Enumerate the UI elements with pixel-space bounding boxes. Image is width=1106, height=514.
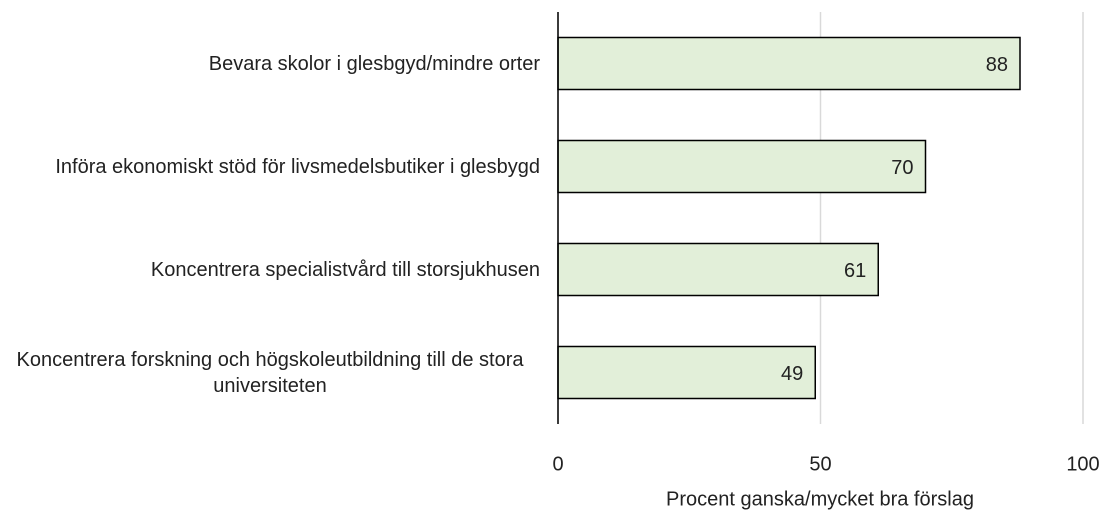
value-label: 61: [844, 260, 866, 282]
x-axis-title: Procent ganska/mycket bra förslag: [666, 488, 974, 510]
bar: [557, 139, 927, 194]
y-tick-label: Koncentrera specialistvård till storsjuk…: [150, 258, 540, 281]
y-tick-label: Införa ekonomiskt stöd för livsmedelsbut…: [55, 155, 540, 178]
x-tick-label: 100: [1066, 453, 1099, 475]
bar: [557, 242, 879, 297]
bar: [557, 36, 1021, 91]
value-label: 88: [986, 54, 1008, 76]
bar: [557, 345, 816, 400]
y-tick-label: Koncentrera forskning och högskoleutbild…: [16, 348, 524, 397]
x-tick-label: 50: [809, 453, 831, 475]
category-label-box: Bevara skolor i glesbgyd/mindre orter: [0, 51, 540, 77]
category-label-box: Koncentrera specialistvård till storsjuk…: [0, 257, 540, 283]
y-tick-label: Bevara skolor i glesbgyd/mindre orter: [208, 52, 540, 75]
category-label-box: Införa ekonomiskt stöd för livsmedelsbut…: [0, 154, 540, 180]
category-label-box: Koncentrera forskning och högskoleutbild…: [0, 347, 540, 399]
x-tick-label: 0: [552, 453, 563, 475]
value-label: 49: [781, 363, 803, 385]
value-label: 70: [891, 157, 913, 179]
